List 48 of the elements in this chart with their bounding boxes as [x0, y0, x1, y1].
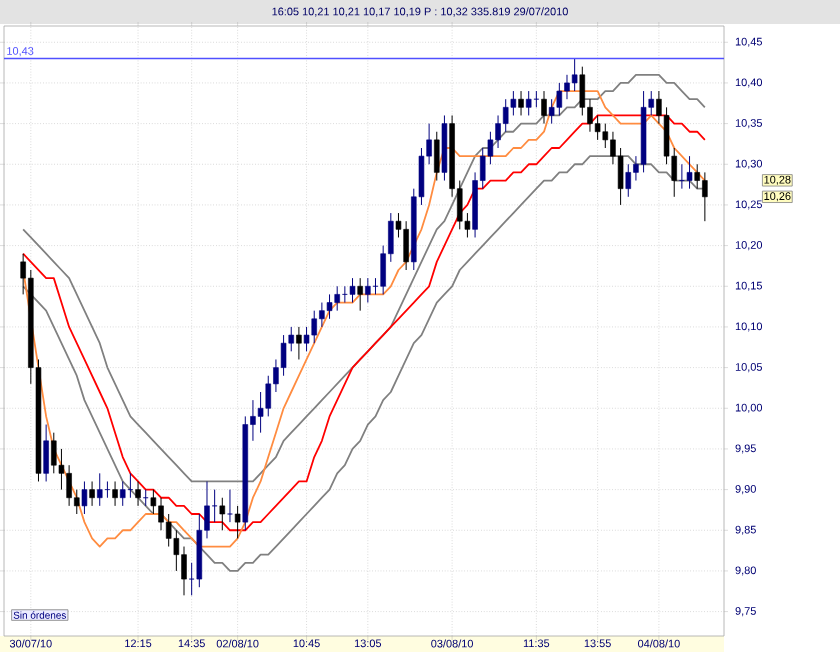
candlestick [150, 489, 157, 515]
candlestick [594, 114, 601, 141]
candlestick [66, 464, 72, 507]
candlestick [495, 114, 501, 149]
candlestick [334, 285, 340, 312]
candlestick [173, 529, 180, 572]
candlestick [257, 391, 264, 434]
candlestick [89, 480, 95, 507]
candlestick [365, 277, 371, 304]
candlestick [694, 163, 700, 190]
candlestick [548, 98, 555, 125]
candlestick [181, 546, 187, 596]
candlestick [112, 480, 118, 507]
candlestick [227, 489, 233, 523]
candlestick [556, 82, 563, 116]
candlestick [81, 480, 88, 515]
candlestick [502, 98, 509, 133]
candlestick [579, 66, 586, 116]
candlestick [571, 58, 578, 92]
candlestick [158, 497, 164, 531]
candlestick [311, 310, 317, 344]
candlestick [434, 131, 440, 182]
candlestick [219, 497, 226, 531]
candlestick [357, 277, 363, 312]
candlestick [510, 90, 517, 116]
candlestick [602, 123, 609, 149]
candlestick [525, 90, 532, 116]
candlestick [265, 375, 272, 417]
candlestick [211, 489, 218, 523]
candlestick [326, 293, 333, 320]
candlestick [564, 74, 570, 100]
candlestick [349, 277, 356, 304]
candlestick [51, 432, 57, 474]
candlestick [625, 163, 632, 198]
candlestick [234, 505, 241, 539]
candlestick [518, 90, 524, 116]
candlestick [403, 220, 409, 271]
candlestick [165, 513, 172, 548]
candlestick [541, 90, 547, 125]
candlestick [135, 480, 141, 507]
candlestick [702, 171, 708, 222]
candlestick [43, 424, 49, 482]
candlestick [319, 302, 325, 328]
candlestick [119, 480, 126, 507]
candlestick [686, 155, 693, 190]
candlestick [97, 472, 103, 507]
candlestick [303, 326, 310, 352]
candlestick [296, 326, 302, 360]
